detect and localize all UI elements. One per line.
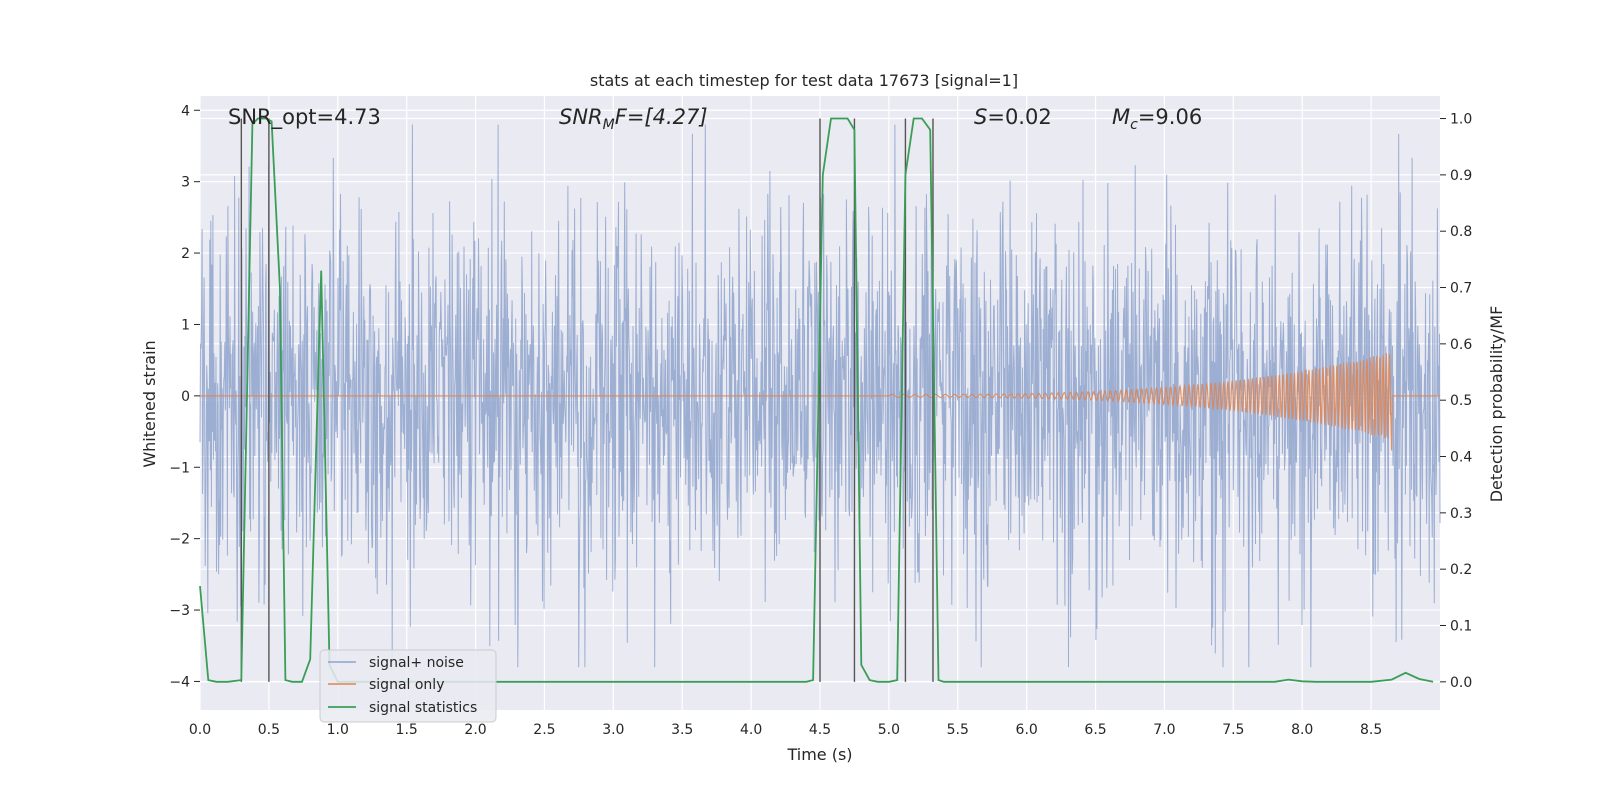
plot-area [199,96,1441,710]
y-axis-label: Whitened strain [140,340,159,467]
x-tick-label: 5.0 [878,722,900,738]
x-tick-label: 8.5 [1360,722,1382,738]
y2-tick-label: 1.0 [1450,112,1472,128]
y-tick-label: −3 [169,603,190,619]
y2-tick-label: 0.0 [1450,675,1472,691]
y2-tick-label: 0.9 [1450,168,1472,184]
annotation-mc-base: M [1112,105,1130,129]
x-tick-label: 4.5 [809,722,831,738]
y2-tick-label: 0.4 [1450,450,1472,466]
x-tick-label: 8.0 [1291,722,1313,738]
y2-tick-label: 0.1 [1450,619,1472,635]
y2-tick-label: 0.7 [1450,281,1472,297]
x-tick-label: 7.5 [1222,722,1244,738]
legend-label-signal: signal only [369,677,444,693]
x-tick-label: 7.0 [1153,722,1175,738]
annotation-mc: Mc=9.06 [1112,105,1202,133]
y2-tick-label: 0.8 [1450,224,1472,240]
x-tick-label: 4.0 [740,722,762,738]
annotation-s: S=0.02 [974,105,1052,129]
annotation-snr-mf: SNRMF=[4.27] [559,105,708,133]
chart-title: stats at each timestep for test data 176… [590,71,1018,90]
x-axis-ticks: 0.0 0.5 1.0 1.5 2.0 2.5 3.0 3.5 4.0 4.5 5.0 5.5 6.0 6… [189,722,1382,738]
annotation-snr-opt: SNR_opt=4.73 [228,105,381,130]
y-tick-label: 4 [181,103,190,119]
y-tick-label: −4 [169,674,190,690]
y-tick-label: −1 [169,460,190,476]
x-tick-label: 1.5 [396,722,418,738]
stats-trace [199,117,1434,683]
x-tick-label: 0.5 [258,722,280,738]
y2-axis-label: Detection probability/MF [1487,306,1506,503]
y-tick-label: −2 [169,532,190,548]
y2-tick-label: 0.6 [1450,337,1472,353]
annotations: SNR_opt=4.73 SNRMF=[4.27] S=0.02 Mc=9.06 [228,105,1202,133]
x-tick-label: 6.0 [1016,722,1038,738]
annotation-s-value: =0.02 [987,105,1051,129]
x-tick-label: 3.5 [671,722,693,738]
x-tick-label: 5.5 [947,722,969,738]
x-tick-label: 6.5 [1084,722,1106,738]
legend-label-stats: signal statistics [369,700,477,716]
x-tick-label: 3.0 [602,722,624,738]
series-signal-statistics [199,117,1434,683]
y-tick-label: 0 [181,389,190,405]
y2-tick-label: 0.3 [1450,506,1472,522]
annotation-mc-sub: c [1130,117,1138,133]
x-tick-label: 2.5 [533,722,555,738]
y2-tick-label: 0.2 [1450,562,1472,578]
x-axis-label: Time (s) [786,745,852,764]
y2-axis-ticks: 1.0 0.9 0.8 0.7 0.6 0.5 0.4 0.3 0.2 0.1 0.0 [1440,112,1472,691]
y-tick-label: 1 [181,317,190,333]
annotation-snr-mf-base: SNR [559,105,603,129]
annotation-s-symbol: S [974,105,987,129]
annotation-snr-mf-rest: F=[4.27] [615,105,708,129]
x-tick-label: 2.0 [464,722,486,738]
y-tick-label: 3 [181,175,190,191]
x-tick-label: 0.0 [189,722,211,738]
legend-box [319,649,497,723]
legend: signal+ noise signal only signal statist… [319,649,497,723]
y-axis-ticks: 4 3 2 1 0 −1 −2 −3 −4 [169,103,200,690]
x-tick-label: 1.0 [327,722,349,738]
y-tick-label: 2 [181,246,190,262]
annotation-snr-mf-sub: M [603,117,615,133]
annotation-mc-value: =9.06 [1138,105,1202,129]
legend-label-noise: signal+ noise [369,655,464,671]
vertical-markers [240,118,934,682]
y2-tick-label: 0.5 [1450,393,1472,409]
